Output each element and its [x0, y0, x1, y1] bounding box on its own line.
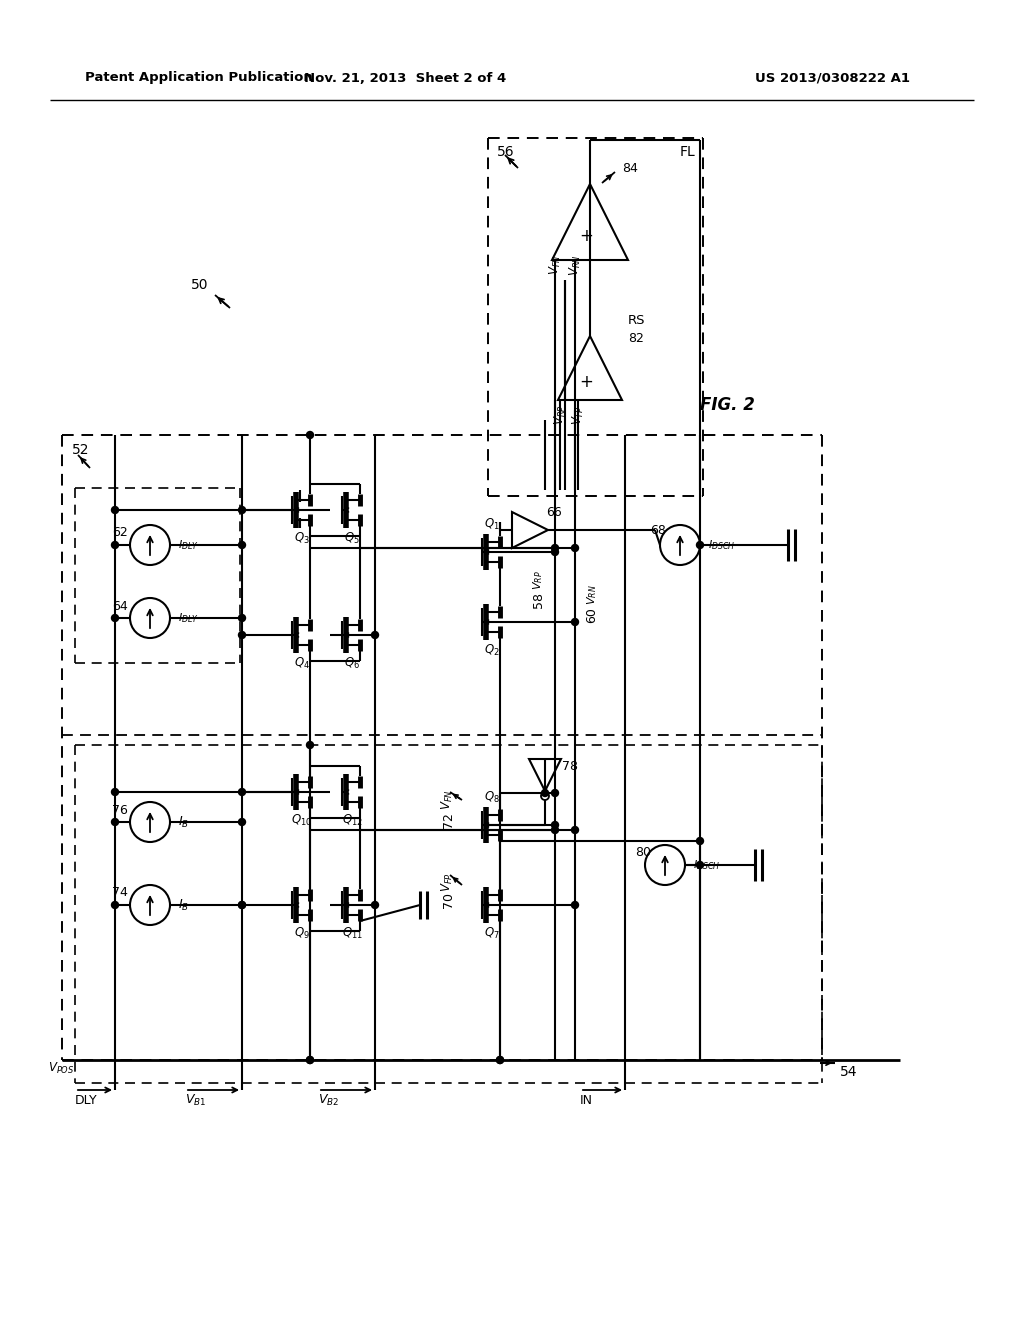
Circle shape: [112, 818, 119, 825]
Circle shape: [306, 1056, 313, 1064]
Circle shape: [239, 902, 246, 908]
Text: 52: 52: [72, 444, 89, 457]
Circle shape: [112, 902, 119, 908]
Text: $V_{RN}$: $V_{RN}$: [585, 585, 599, 606]
Text: 78: 78: [562, 760, 578, 774]
Text: $Q_7$: $Q_7$: [484, 925, 500, 941]
Text: $Q_{12}$: $Q_{12}$: [342, 812, 362, 828]
Circle shape: [130, 803, 170, 842]
Circle shape: [552, 544, 558, 552]
Text: $V_{RP}$: $V_{RP}$: [553, 405, 567, 425]
Text: $I_{DSCH}$: $I_{DSCH}$: [693, 858, 720, 873]
Circle shape: [497, 1056, 504, 1064]
Circle shape: [130, 884, 170, 925]
Text: $V_{FN}$: $V_{FN}$: [548, 255, 562, 276]
Text: 76: 76: [112, 804, 128, 817]
Text: 50: 50: [191, 279, 209, 292]
Text: $V_{FP}$: $V_{FP}$: [440, 873, 455, 892]
Text: 54: 54: [840, 1065, 857, 1078]
Text: 80: 80: [635, 846, 651, 858]
Text: $V_{B1}$: $V_{B1}$: [185, 1093, 206, 1107]
Text: $Q_{10}$: $Q_{10}$: [292, 812, 312, 828]
Circle shape: [372, 902, 379, 908]
Circle shape: [239, 902, 246, 908]
Text: $Q_8$: $Q_8$: [484, 789, 500, 805]
Circle shape: [112, 541, 119, 549]
Text: $Q_4$: $Q_4$: [294, 656, 310, 671]
Text: 56: 56: [497, 145, 515, 158]
Text: $I_B$: $I_B$: [178, 898, 189, 912]
Circle shape: [306, 1056, 313, 1064]
Text: RS: RS: [628, 314, 645, 326]
Text: $V_{POS}$: $V_{POS}$: [48, 1060, 75, 1076]
Text: 82: 82: [628, 331, 644, 345]
Circle shape: [497, 1056, 504, 1064]
Circle shape: [552, 821, 558, 829]
Circle shape: [645, 845, 685, 884]
Circle shape: [552, 789, 558, 796]
Circle shape: [696, 837, 703, 845]
Text: $V_{FP}$: $V_{FP}$: [570, 405, 586, 425]
Text: 64: 64: [113, 599, 128, 612]
Text: US 2013/0308222 A1: US 2013/0308222 A1: [755, 71, 910, 84]
Circle shape: [571, 619, 579, 626]
Text: $V_{FN}$: $V_{FN}$: [440, 789, 455, 810]
Circle shape: [112, 507, 119, 513]
Circle shape: [239, 818, 246, 825]
Text: +: +: [579, 227, 593, 246]
Circle shape: [542, 789, 549, 796]
Text: $Q_{11}$: $Q_{11}$: [342, 925, 362, 941]
Text: $Q_2$: $Q_2$: [484, 643, 500, 657]
Text: Patent Application Publication: Patent Application Publication: [85, 71, 312, 84]
Text: +: +: [579, 374, 593, 391]
Text: DLY: DLY: [75, 1093, 97, 1106]
Text: $I_{DSCH}$: $I_{DSCH}$: [708, 539, 735, 552]
Circle shape: [239, 541, 246, 549]
Circle shape: [372, 631, 379, 639]
Circle shape: [239, 788, 246, 796]
Circle shape: [696, 862, 703, 869]
Circle shape: [571, 902, 579, 908]
Text: $V_{B2}$: $V_{B2}$: [318, 1093, 339, 1107]
Text: 66: 66: [546, 506, 562, 519]
Circle shape: [696, 541, 703, 549]
Text: FIG. 2: FIG. 2: [700, 396, 755, 414]
Text: IN: IN: [580, 1093, 593, 1106]
Circle shape: [541, 792, 549, 800]
Circle shape: [239, 631, 246, 639]
Text: 62: 62: [113, 525, 128, 539]
Text: $I_B$: $I_B$: [178, 814, 189, 829]
Text: 60: 60: [585, 607, 598, 623]
Text: 84: 84: [622, 161, 638, 174]
Circle shape: [239, 615, 246, 622]
Text: 68: 68: [650, 524, 666, 536]
Text: $V_{RP}$: $V_{RP}$: [531, 570, 545, 590]
Circle shape: [130, 598, 170, 638]
Circle shape: [571, 544, 579, 552]
Circle shape: [552, 826, 558, 833]
Circle shape: [552, 549, 558, 556]
Text: $I_{DLY}$: $I_{DLY}$: [178, 611, 199, 624]
Text: $Q_9$: $Q_9$: [294, 925, 310, 941]
Text: $Q_1$: $Q_1$: [484, 516, 500, 532]
Text: Nov. 21, 2013  Sheet 2 of 4: Nov. 21, 2013 Sheet 2 of 4: [304, 71, 506, 84]
Circle shape: [306, 432, 313, 438]
Text: $Q_5$: $Q_5$: [344, 531, 359, 545]
Text: $Q_6$: $Q_6$: [344, 656, 360, 671]
Circle shape: [660, 525, 700, 565]
Text: 72: 72: [442, 812, 455, 828]
Text: FL: FL: [679, 145, 695, 158]
Circle shape: [130, 525, 170, 565]
Text: 74: 74: [112, 887, 128, 899]
Circle shape: [571, 826, 579, 833]
Text: 58: 58: [532, 591, 545, 609]
Circle shape: [112, 615, 119, 622]
Text: $Q_3$: $Q_3$: [294, 531, 310, 545]
Text: 70: 70: [442, 892, 455, 908]
Circle shape: [306, 742, 313, 748]
Circle shape: [239, 507, 246, 513]
Text: $I_{DLY}$: $I_{DLY}$: [178, 539, 199, 552]
Text: $V_{RN}$: $V_{RN}$: [567, 255, 583, 276]
Circle shape: [112, 788, 119, 796]
